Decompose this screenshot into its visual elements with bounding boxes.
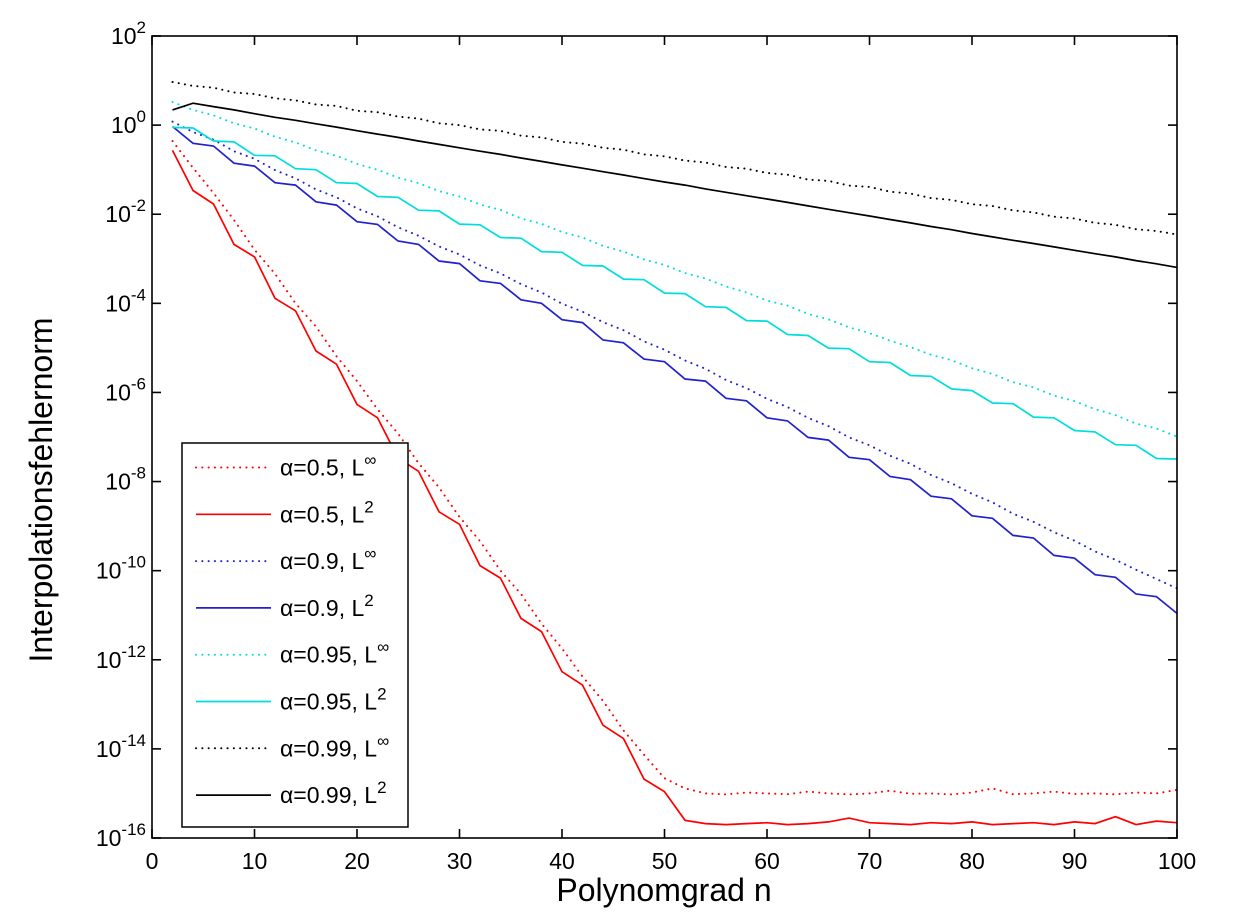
legend: α=0.5, L∞ α=0.5, L2 α=0.9, L∞ α=0.9, L2 α=0.… xyxy=(181,442,409,828)
y-tick-label: 10-16 xyxy=(96,820,146,851)
y-tick-label: 10-6 xyxy=(105,374,146,405)
series-line-alpha-0.99-L2 xyxy=(172,102,1178,269)
y-tick-label: 10-4 xyxy=(105,285,146,316)
x-tick-label: 50 xyxy=(652,848,678,874)
x-tick-label: 20 xyxy=(344,848,370,874)
legend-label-alpha-0.5-Linf: α=0.5, L∞ xyxy=(280,451,376,481)
y-tick-label: 10-8 xyxy=(105,464,146,495)
x-tick-label: 90 xyxy=(1062,848,1088,874)
y-tick-label: 10-12 xyxy=(96,642,146,673)
y-tick-label: 10-14 xyxy=(96,731,146,762)
x-tick-label: 10 xyxy=(242,848,268,874)
y-tick-label: 10-10 xyxy=(96,553,146,584)
x-tick-label: 0 xyxy=(146,848,159,874)
legend-label-alpha-0.9-Linf: α=0.9, L∞ xyxy=(280,544,376,574)
legend-label-alpha-0.9-L2: α=0.9, L2 xyxy=(280,591,374,621)
series-line-alpha-0.9-L2 xyxy=(171,125,1178,615)
series-line-alpha-0.95-Linf xyxy=(171,101,1178,438)
x-tick-label: 70 xyxy=(857,848,883,874)
y-axis-title: Interpolationsfehlernorm xyxy=(23,317,59,662)
legend-label-alpha-0.95-L2: α=0.95, L2 xyxy=(280,685,387,715)
x-tick-label: 100 xyxy=(1158,848,1196,874)
series-line-alpha-0.95-L2 xyxy=(172,126,1178,460)
legend-label-alpha-0.99-L2: α=0.99, L2 xyxy=(280,778,387,808)
y-tick-label: 10-2 xyxy=(105,196,146,227)
legend-label-alpha-0.5-L2: α=0.5, L2 xyxy=(280,497,374,527)
x-tick-label: 80 xyxy=(959,848,985,874)
x-tick-label: 40 xyxy=(549,848,575,874)
legend-box xyxy=(181,442,409,828)
series-line-alpha-0.99-Linf xyxy=(171,81,1178,236)
x-tick-label: 60 xyxy=(754,848,780,874)
plot-layer: 0 10 20 30 40 50 60 70 80 90 100 102 100 10-2 10-4 10-6… xyxy=(96,18,1196,874)
legend-label-alpha-0.99-Linf: α=0.99, L∞ xyxy=(280,731,389,761)
y-tick-label: 100 xyxy=(111,107,146,138)
x-axis-title: Polynomgrad n xyxy=(556,872,771,908)
series-line-alpha-0.5-L2 xyxy=(171,150,1178,826)
y-tick-label: 102 xyxy=(111,18,146,49)
series-line-alpha-0.9-Linf xyxy=(171,120,1178,590)
x-tick-label: 30 xyxy=(447,848,473,874)
legend-label-alpha-0.95-Linf: α=0.95, L∞ xyxy=(280,638,389,668)
